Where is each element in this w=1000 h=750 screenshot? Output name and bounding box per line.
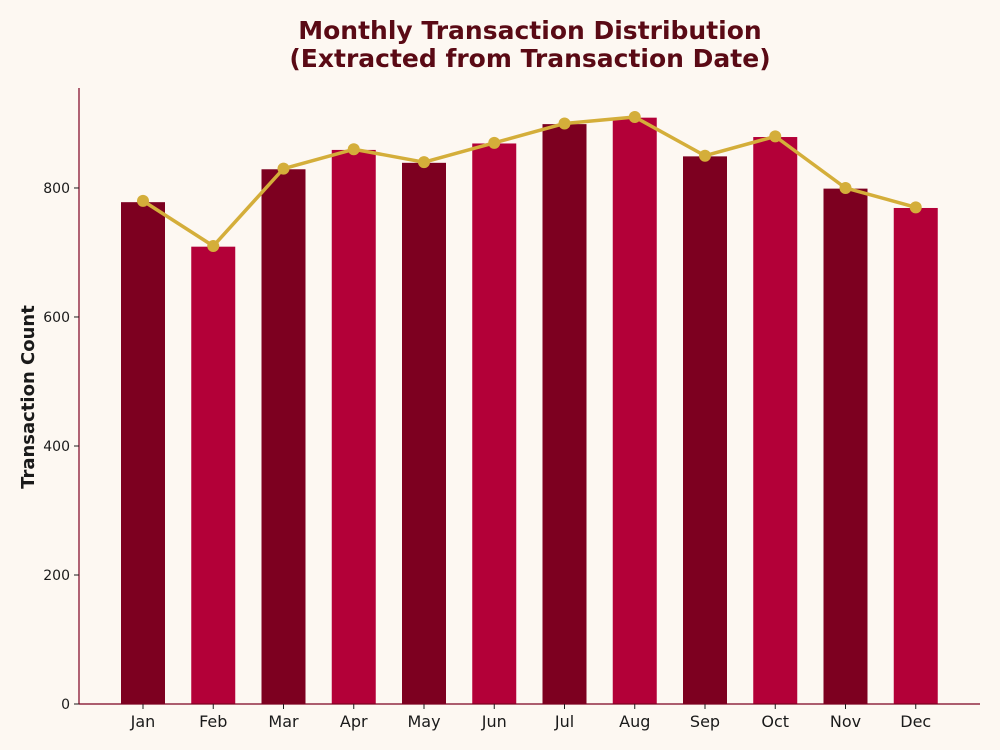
chart-title-line2: (Extracted from Transaction Date): [289, 44, 770, 73]
bar-oct: [753, 137, 798, 705]
bar-jun: [472, 143, 517, 705]
x-tick-label: Sep: [690, 712, 720, 731]
x-tick-label: Aug: [619, 712, 650, 731]
x-tick-label: Jun: [481, 712, 507, 731]
trend-point-mar: [277, 162, 290, 175]
x-tick-label: Jul: [554, 712, 574, 731]
trend-point-oct: [769, 130, 782, 143]
bar-dec: [893, 207, 938, 705]
trend-point-jun: [488, 136, 501, 149]
y-tick-label: 400: [43, 439, 70, 455]
bar-sep: [683, 156, 727, 704]
x-tick-label: Nov: [830, 712, 861, 731]
bar-feb: [191, 246, 236, 704]
bar-may: [402, 162, 446, 704]
trend-point-jan: [137, 194, 149, 207]
y-tick-label: 600: [43, 310, 70, 326]
trend-point-apr: [347, 143, 360, 156]
y-tick-label: 800: [43, 181, 70, 197]
x-tick-label: Dec: [900, 712, 931, 731]
trend-point-feb: [207, 240, 220, 253]
bars-layer: [121, 117, 938, 705]
trend-point-sep: [699, 149, 711, 162]
chart-title-line1: Monthly Transaction Distribution: [298, 16, 761, 45]
bar-apr: [331, 149, 376, 705]
trend-point-dec: [909, 201, 922, 214]
bar-jul: [542, 124, 587, 705]
y-axis-label: Transaction Count: [18, 305, 39, 489]
axes-layer: 0 200 400 600 800 Jan Feb Mar Apr May Jun Jul Aug Sep…: [43, 88, 980, 731]
x-tick-label: Apr: [340, 712, 368, 731]
x-tick-label: Mar: [268, 712, 299, 731]
trend-line-layer: [137, 111, 922, 253]
trend-point-jul: [558, 117, 571, 130]
x-tick-label: Feb: [199, 712, 227, 731]
bar-jan: [121, 202, 165, 705]
bar-mar: [261, 169, 306, 704]
bar-aug: [612, 117, 657, 704]
trend-point-may: [418, 156, 430, 169]
y-tick-label: 200: [43, 568, 70, 584]
trend-point-nov: [839, 181, 852, 194]
x-tick-label: Jan: [130, 712, 156, 731]
trend-point-aug: [628, 111, 641, 124]
x-tick-label: Oct: [761, 712, 789, 731]
x-tick-label: May: [407, 712, 440, 731]
trend-line: [141, 115, 918, 248]
y-tick-label: 0: [61, 697, 70, 713]
bar-nov: [823, 188, 868, 704]
